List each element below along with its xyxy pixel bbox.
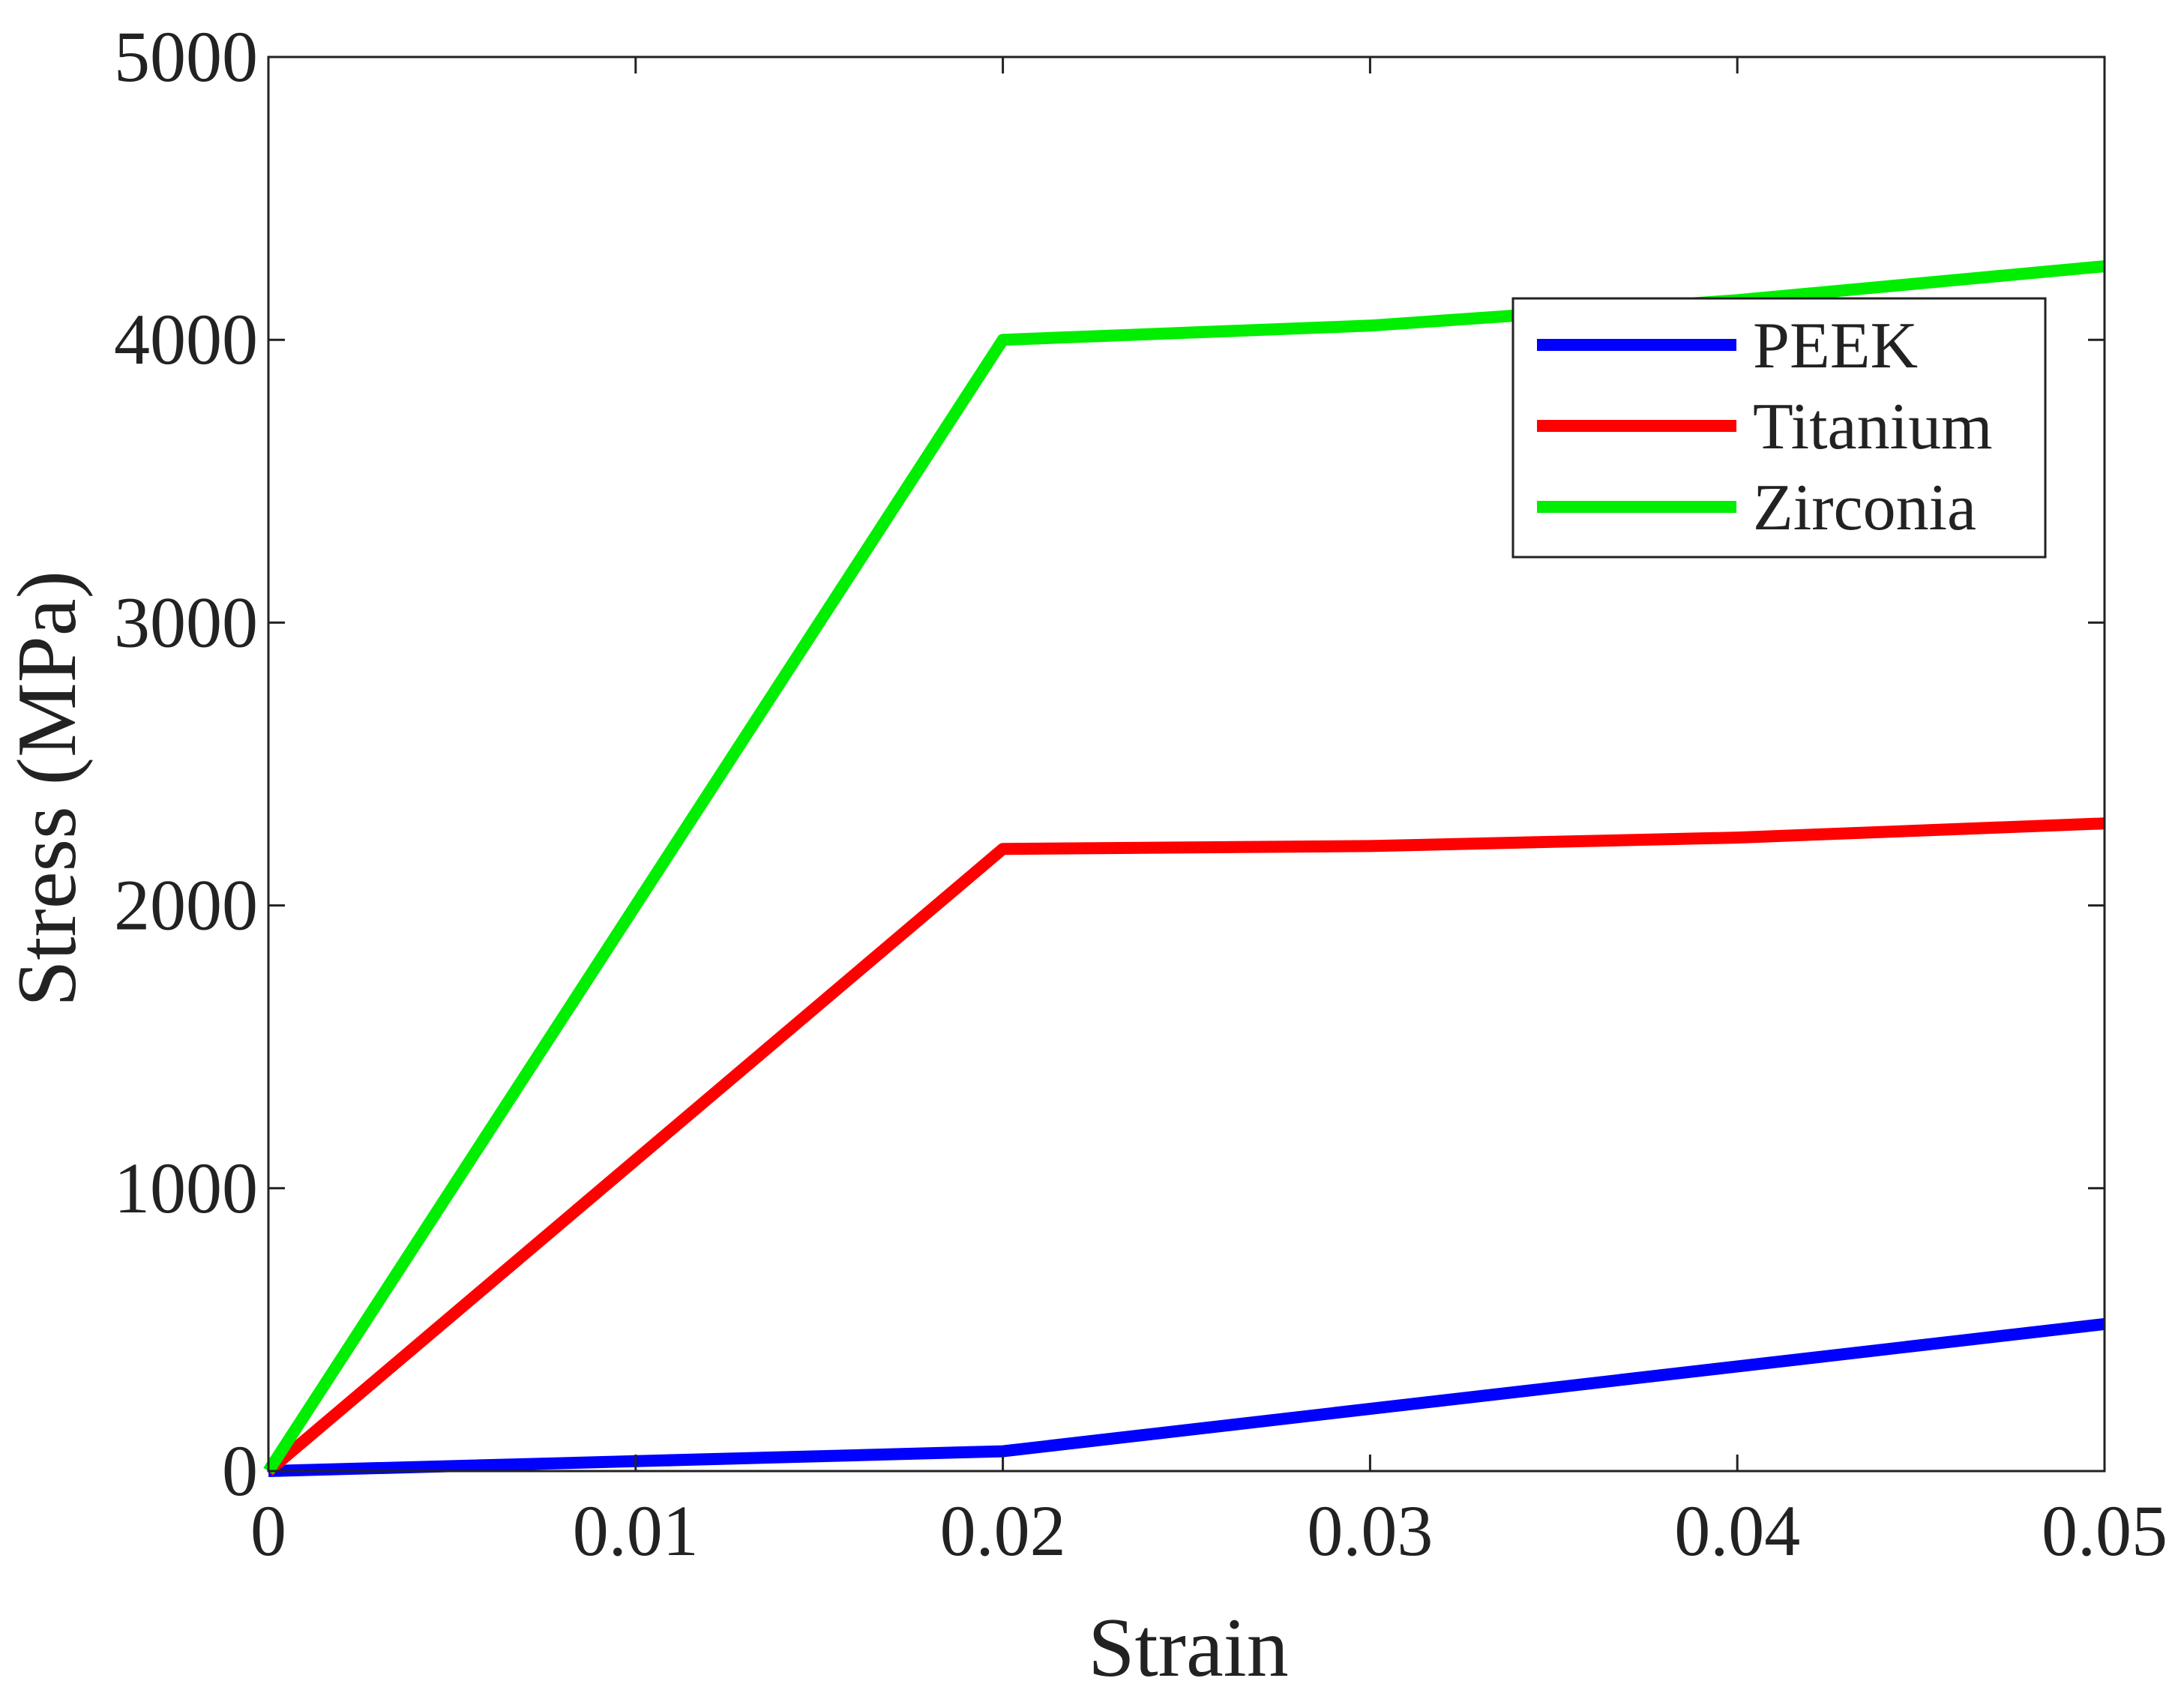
y-tick-label: 5000 (114, 16, 258, 97)
ticks-layer: 0 0.01 0.02 0.03 0.04 0.05 0 1000 2000 3000 4000 50… (114, 16, 2168, 1571)
series-line-zirconia (263, 260, 2105, 1475)
legend-label-peek: PEEK (1753, 310, 1918, 382)
x-tick-label: 0.03 (1307, 1491, 1433, 1571)
x-axis-title: Strain (1088, 1602, 1289, 1695)
x-tick-label: 0 (250, 1491, 286, 1571)
axes-layer (267, 55, 2106, 1473)
series-line-peek (268, 1317, 2105, 1477)
legend-label-titanium: Titanium (1753, 391, 1993, 463)
y-tick-label: 3000 (114, 582, 258, 662)
y-tick-label: 4000 (114, 299, 258, 379)
x-tick-label: 0.05 (2042, 1491, 2168, 1571)
y-tick-label: 1000 (114, 1148, 258, 1228)
y-tick-label: 0 (222, 1431, 258, 1511)
y-tick-label: 2000 (114, 865, 258, 945)
x-tick-label: 0.04 (1674, 1491, 1800, 1571)
x-tick-label: 0.01 (573, 1491, 699, 1571)
legend: PEEK Titanium Zirconia (1511, 297, 2047, 559)
plot-frame (267, 55, 2106, 1473)
series-line-titanium (264, 817, 2105, 1476)
x-tick-label: 0.02 (940, 1491, 1066, 1571)
y-axis-title: Stress (MPa) (1, 571, 94, 1007)
series-layer (263, 260, 2105, 1477)
legend-label-zirconia: Zirconia (1753, 472, 1976, 544)
